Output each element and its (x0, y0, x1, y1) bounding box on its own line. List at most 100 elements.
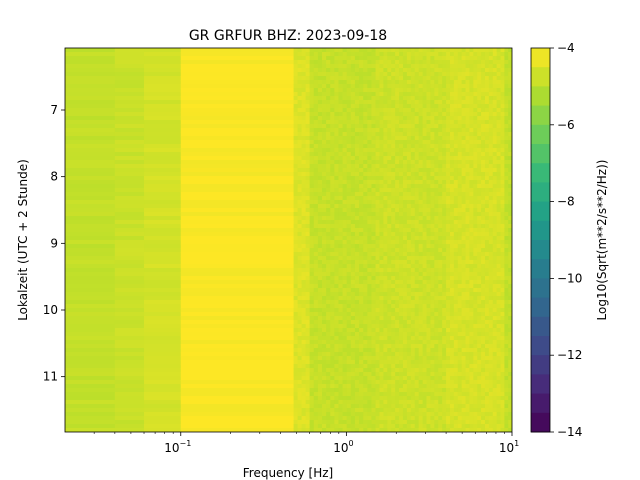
heatmap-cell (305, 204, 311, 209)
heatmap-cell (379, 316, 384, 321)
heatmap-cell (481, 172, 486, 177)
heatmap-cell (434, 52, 439, 57)
heatmap-cell (422, 248, 428, 253)
heatmap-cell (293, 152, 299, 157)
heatmap-cell (114, 348, 145, 353)
heatmap-cell (426, 380, 432, 385)
heatmap-cell (461, 56, 467, 61)
heatmap-cell (406, 188, 412, 193)
heatmap-cell (317, 200, 323, 205)
heatmap-cell (469, 132, 474, 137)
heatmap-cell (305, 300, 311, 305)
heatmap-cell (350, 236, 356, 241)
heatmap-cell (477, 196, 482, 201)
heatmap-cell (305, 280, 311, 285)
heatmap-cell (309, 128, 315, 133)
heatmap-cell (342, 416, 348, 421)
heatmap-cell (391, 404, 396, 409)
heatmap-cell (406, 324, 412, 329)
heatmap-cell (309, 108, 315, 113)
heatmap-cell (426, 128, 432, 133)
heatmap-cell (446, 136, 451, 141)
heatmap-cell (434, 176, 439, 181)
heatmap-cell (338, 308, 344, 313)
heatmap-cell (406, 412, 412, 417)
heatmap-cell (492, 80, 498, 85)
heatmap-cell (442, 276, 447, 281)
heatmap-cell (387, 256, 392, 261)
heatmap-cell (293, 228, 299, 233)
heatmap-cell (363, 316, 368, 321)
heatmap-cell (354, 340, 360, 345)
heatmap-cell (410, 228, 416, 233)
heatmap-cell (293, 180, 299, 185)
heatmap-cell (402, 236, 408, 241)
heatmap-cell (457, 80, 463, 85)
heatmap-cell (354, 364, 360, 369)
heatmap-cell (430, 236, 435, 241)
heatmap-cell (330, 380, 335, 385)
heatmap-cell (334, 220, 340, 225)
heatmap-cell (144, 400, 182, 405)
heatmap-cell (406, 388, 412, 393)
heatmap-cell (114, 316, 145, 321)
heatmap-cell (426, 120, 432, 125)
heatmap-cell (457, 76, 463, 81)
heatmap-cell (313, 188, 319, 193)
heatmap-cell (399, 200, 404, 205)
heatmap-cell (473, 196, 478, 201)
heatmap-cell (473, 300, 478, 305)
heatmap-cell (399, 104, 404, 109)
heatmap-cell (481, 236, 486, 241)
heatmap-cell (434, 428, 439, 432)
heatmap-cell (406, 172, 412, 177)
heatmap-cell (379, 384, 384, 389)
heatmap-cell (488, 116, 494, 121)
heatmap-cell (322, 128, 327, 133)
heatmap-cell (371, 108, 377, 113)
heatmap-cell (453, 136, 459, 141)
heatmap-cell (359, 72, 364, 77)
heatmap-cell (492, 144, 498, 149)
heatmap-cell (330, 368, 335, 373)
heatmap-cell (342, 268, 348, 273)
heatmap-cell (367, 100, 373, 105)
heatmap-cell (391, 176, 396, 181)
heatmap-cell (180, 176, 295, 181)
heatmap-cell (309, 84, 315, 89)
heatmap-cell (406, 120, 412, 125)
heatmap-cell (313, 108, 319, 113)
heatmap-cell (406, 408, 412, 413)
heatmap-cell (309, 400, 315, 405)
heatmap-cell (430, 256, 435, 261)
heatmap-cell (354, 192, 360, 197)
heatmap-cell (426, 240, 432, 245)
heatmap-cell (334, 252, 340, 257)
heatmap-cell (65, 380, 116, 385)
heatmap-cell (338, 140, 344, 145)
heatmap-cell (414, 228, 420, 233)
heatmap-cell (395, 72, 400, 77)
heatmap-cell (406, 56, 412, 61)
heatmap-cell (383, 272, 388, 277)
heatmap-cell (326, 152, 331, 157)
heatmap-cell (469, 212, 474, 217)
heatmap-cell (481, 300, 486, 305)
heatmap-cell (469, 276, 474, 281)
heatmap-cell (383, 104, 388, 109)
heatmap-cell (297, 404, 303, 409)
heatmap-cell (114, 172, 145, 177)
heatmap-cell (430, 112, 435, 117)
heatmap-cell (383, 196, 388, 201)
heatmap-cell (180, 68, 295, 73)
heatmap-cell (293, 108, 299, 113)
heatmap-cell (330, 124, 335, 129)
heatmap-cell (65, 136, 116, 141)
heatmap-cell (350, 228, 356, 233)
heatmap-cell (350, 344, 356, 349)
heatmap-cell (114, 384, 145, 389)
heatmap-cell (484, 76, 490, 81)
heatmap-cell (317, 256, 323, 261)
heatmap-cell (449, 240, 455, 245)
heatmap-cell (317, 400, 323, 405)
